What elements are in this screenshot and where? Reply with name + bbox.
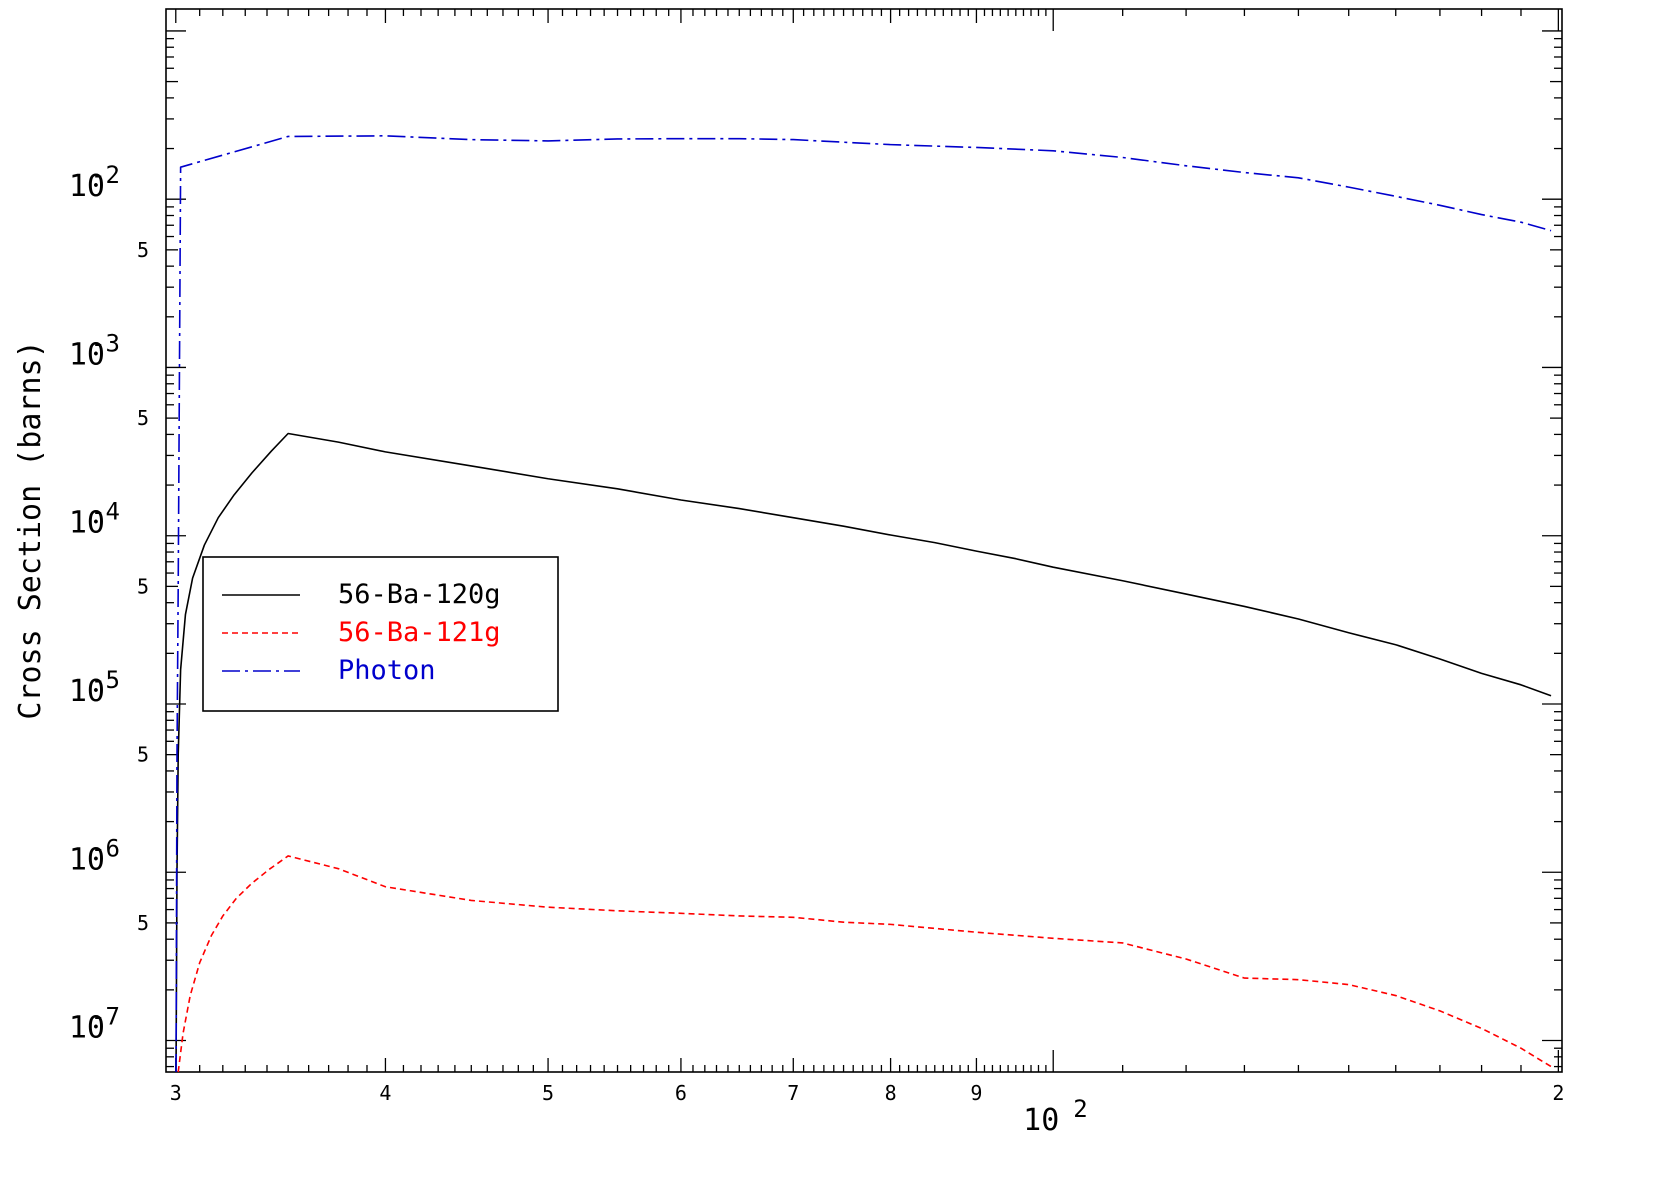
y-decade-label-base: 10 — [69, 506, 105, 541]
y-decade-label-base: 10 — [69, 337, 105, 372]
legend-box — [202, 556, 559, 712]
x-tick-label: 9 — [970, 1081, 982, 1105]
y-decade-label-exponent: -4 — [91, 498, 120, 526]
legend-label-ba121g: 56-Ba-121g — [338, 617, 501, 648]
y-decade-label-exponent: -3 — [91, 329, 120, 357]
y-decade-label-exponent: -6 — [91, 834, 120, 862]
y-axis-title: Cross Section (barns) — [13, 340, 48, 719]
legend: 56-Ba-120g 56-Ba-121g Photon — [202, 556, 559, 712]
series-line-ba120g — [175, 432, 1552, 1073]
y-decade-label-exponent: -2 — [91, 161, 120, 189]
x-decade-label-base: 10 — [1023, 1103, 1059, 1138]
y-minor-label: 5 — [137, 238, 149, 262]
y-minor-label: 5 — [137, 911, 149, 935]
series-lines — [175, 135, 1552, 1073]
x-tick-label: 4 — [379, 1081, 391, 1105]
x-tick-label: 6 — [675, 1081, 687, 1105]
y-minor-label: 5 — [137, 574, 149, 598]
y-minor-label: 5 — [137, 743, 149, 767]
y-decade-label-base: 10 — [69, 842, 105, 877]
y-decade-label-base: 10 — [69, 1011, 105, 1046]
x-tick-label: 2 — [1552, 1081, 1564, 1105]
x-decade-label-exponent: 2 — [1073, 1095, 1087, 1123]
series-line-photon — [175, 135, 1552, 1073]
plot-frame — [165, 8, 1563, 1073]
legend-label-photon: Photon — [338, 655, 436, 686]
y-decade-label-base: 10 — [69, 169, 105, 204]
axis-ticks — [166, 9, 1562, 1072]
x-tick-label: 3 — [170, 1081, 182, 1105]
y-decade-label-exponent: -5 — [91, 666, 120, 694]
legend-label-ba120g: 56-Ba-120g — [338, 579, 501, 610]
x-tick-label: 8 — [885, 1081, 897, 1105]
x-tick-label: 7 — [787, 1081, 799, 1105]
y-decade-label-base: 10 — [69, 674, 105, 709]
x-tick-label: 5 — [542, 1081, 554, 1105]
series-line-ba121g — [177, 855, 1552, 1073]
y-decade-label-exponent: -7 — [91, 1003, 120, 1031]
y-minor-label: 5 — [137, 406, 149, 430]
